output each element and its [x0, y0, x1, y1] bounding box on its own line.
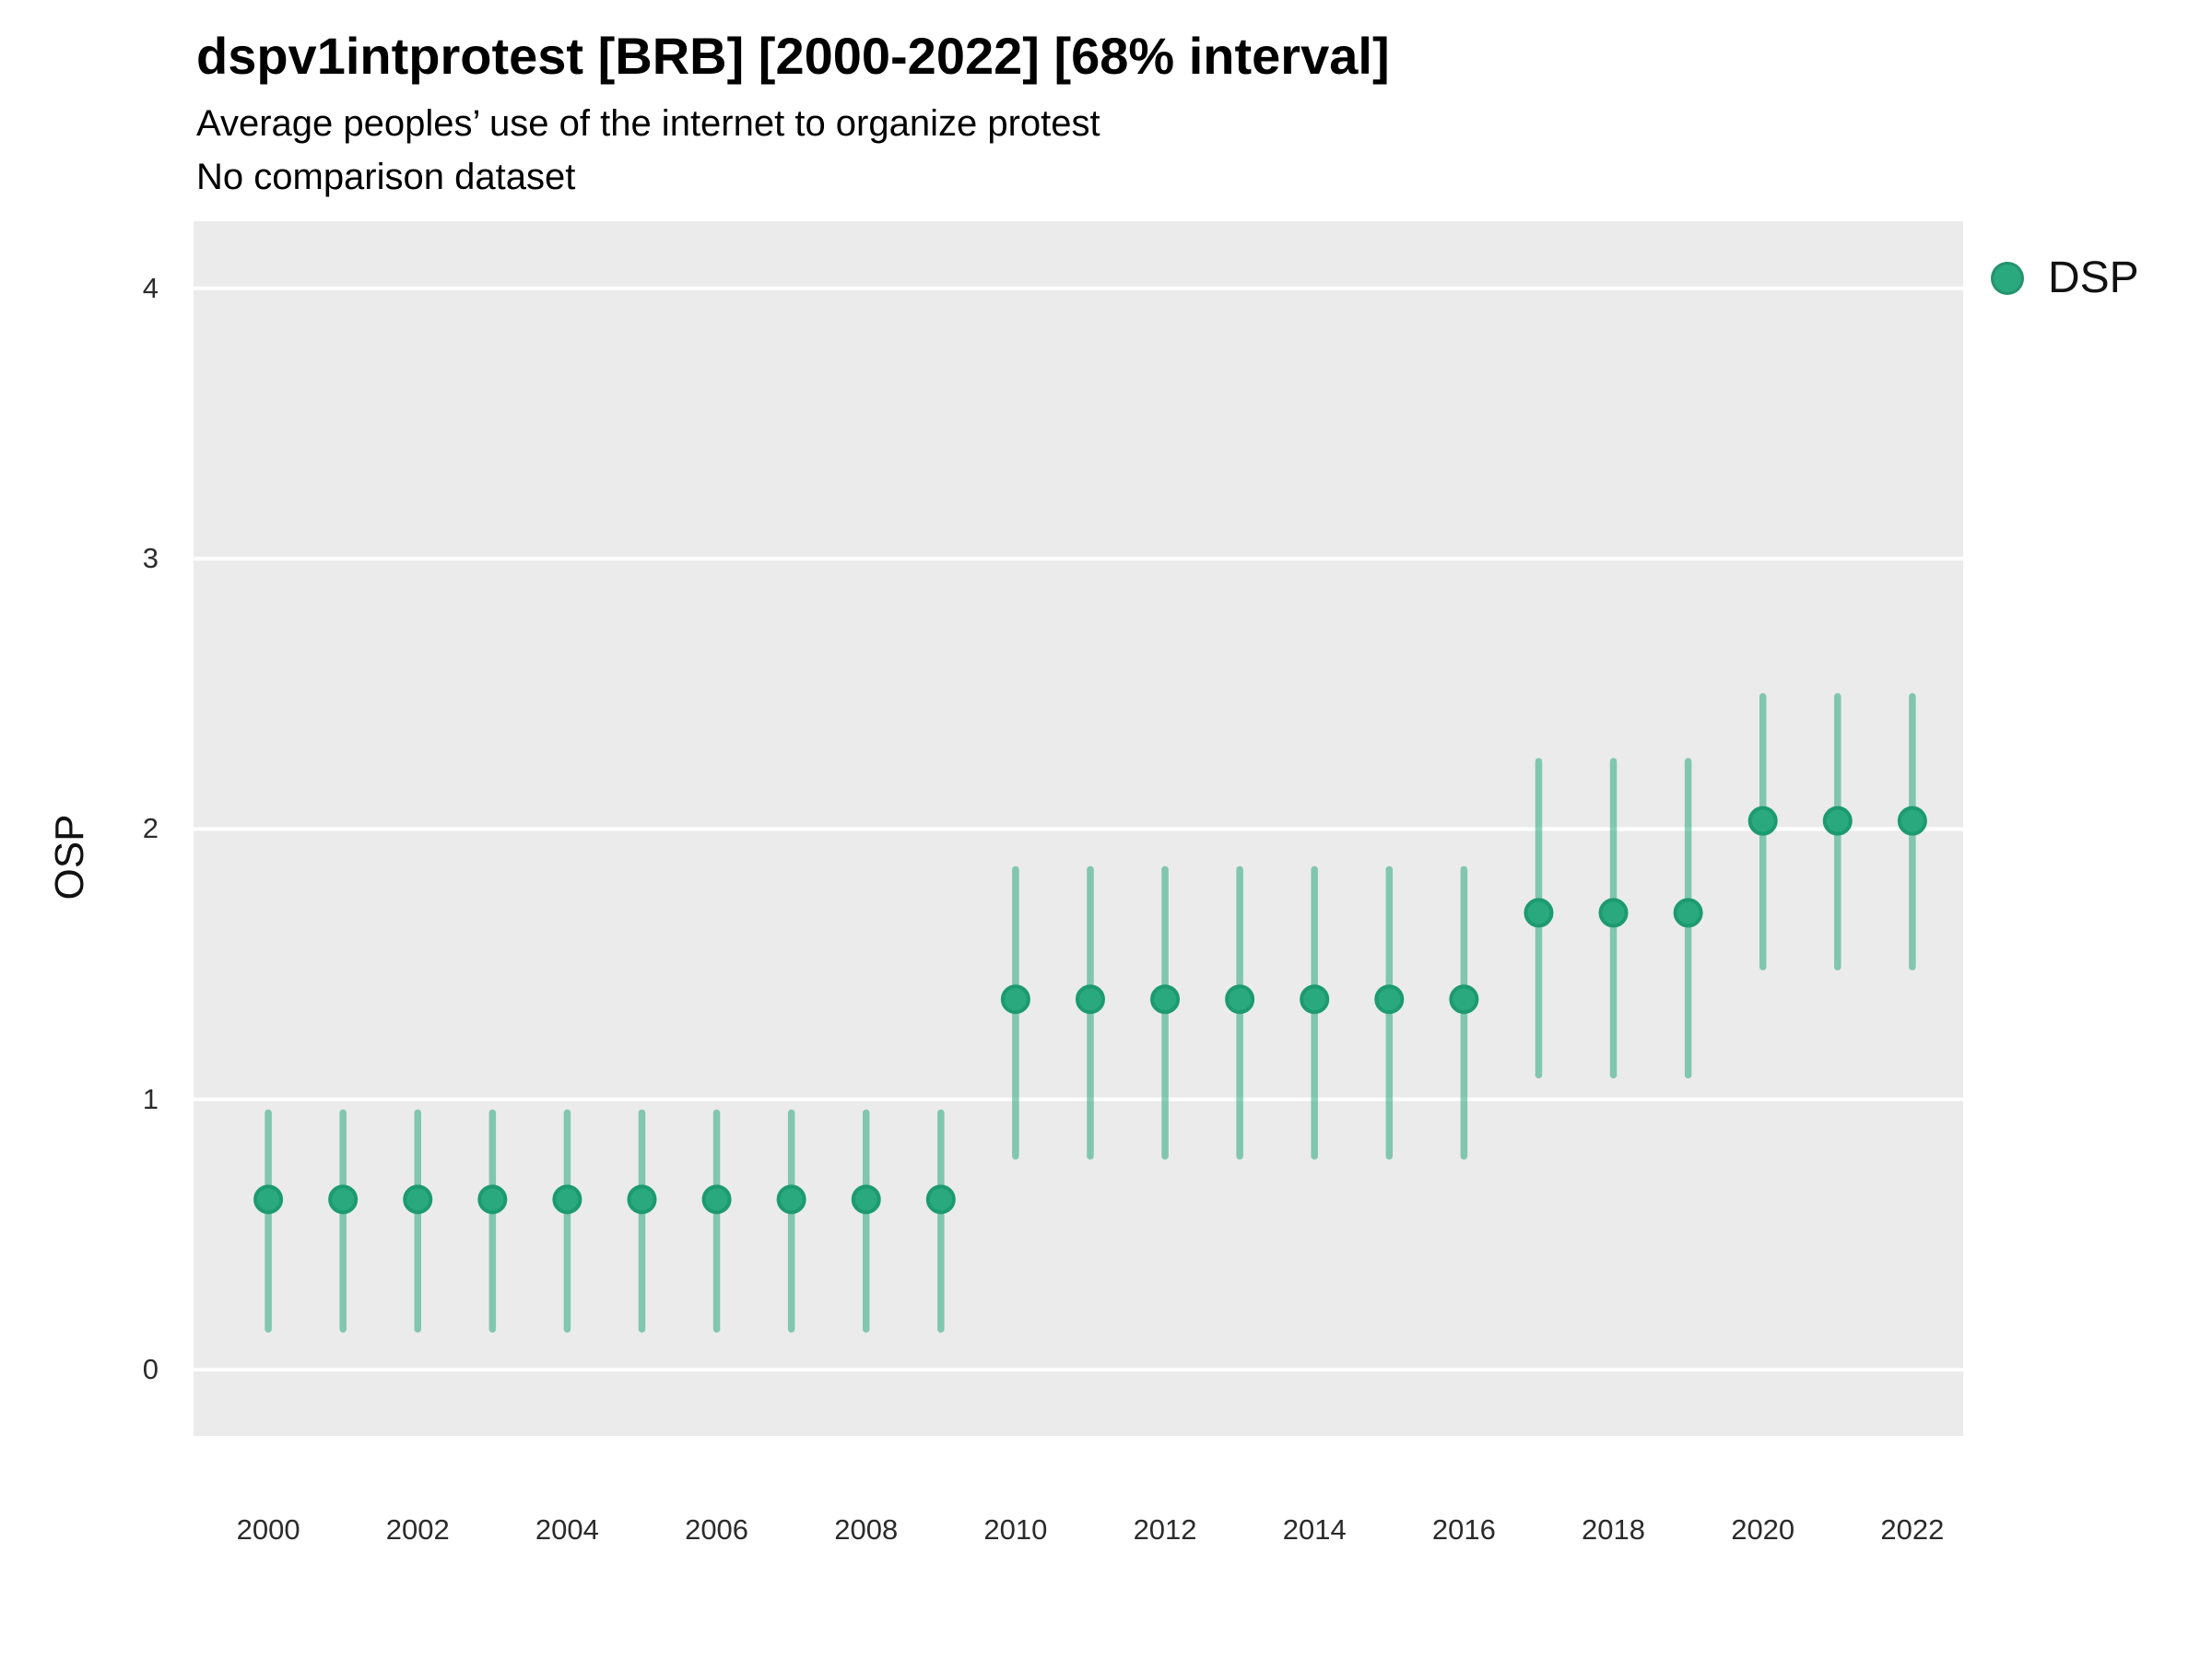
data-point	[1374, 984, 1405, 1015]
data-point	[1673, 898, 1703, 928]
x-tick-label: 2008	[834, 1513, 899, 1546]
data-point	[925, 1184, 956, 1215]
data-point	[627, 1184, 657, 1215]
x-tick-label: 2020	[1731, 1513, 1795, 1546]
data-point	[1449, 984, 1479, 1015]
x-tick-label: 2016	[1431, 1513, 1496, 1546]
data-point	[776, 1184, 806, 1215]
x-tick-label: 2000	[236, 1513, 300, 1546]
legend-label-dsp: DSP	[2048, 253, 2139, 302]
x-tick-label: 2010	[983, 1513, 1048, 1546]
y-tick-label: 0	[142, 1353, 159, 1386]
data-point	[1524, 898, 1554, 928]
data-point	[701, 1184, 732, 1215]
y-tick-label: 2	[142, 812, 159, 845]
data-point	[1000, 984, 1030, 1015]
x-tick-label: 2014	[1282, 1513, 1347, 1546]
data-point	[851, 1184, 881, 1215]
data-point	[1598, 898, 1629, 928]
data-point	[403, 1184, 433, 1215]
y-tick-label: 4	[142, 271, 159, 304]
chart-title: dspv1intprotest [BRB] [2000-2022] [68% i…	[196, 27, 1390, 85]
data-point	[1747, 806, 1778, 836]
data-point	[552, 1184, 582, 1215]
data-point	[1300, 984, 1330, 1015]
x-tick-label: 2002	[385, 1513, 450, 1546]
data-point	[253, 1184, 284, 1215]
data-point	[1225, 984, 1255, 1015]
x-tick-label: 2004	[535, 1513, 599, 1546]
x-tick-label: 2018	[1582, 1513, 1646, 1546]
x-tick-label: 2012	[1133, 1513, 1197, 1546]
y-tick-label: 1	[142, 1082, 159, 1115]
data-point	[1150, 984, 1181, 1015]
legend: DSP	[1991, 253, 2139, 303]
data-point	[477, 1184, 508, 1215]
data-point	[1897, 806, 1927, 836]
data-point	[1075, 984, 1105, 1015]
legend-marker-dsp	[1991, 261, 2024, 295]
data-point	[1822, 806, 1853, 836]
chart-subtitle: Average peoples’ use of the internet to …	[196, 103, 1100, 144]
x-tick-label: 2022	[1880, 1513, 1945, 1546]
comparison-note: No comparison dataset	[196, 157, 576, 197]
data-point	[328, 1184, 359, 1215]
x-tick-label: 2006	[685, 1513, 749, 1546]
y-tick-label: 3	[142, 542, 159, 575]
